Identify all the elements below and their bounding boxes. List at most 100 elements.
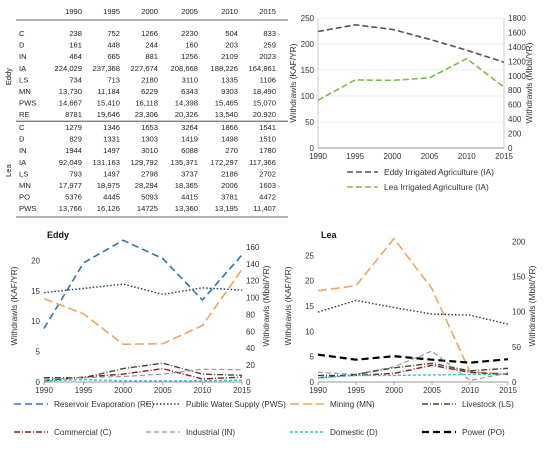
table-cell: 2186 xyxy=(221,169,238,178)
table-cell: 160 xyxy=(185,41,198,50)
y2-axis-label: Withdrawls (Mbbl/YR) xyxy=(524,42,534,123)
table-cell: 172,297 xyxy=(211,158,238,167)
x-tick-label: 2005 xyxy=(154,386,172,395)
y2-tick-label: 1800 xyxy=(508,14,526,23)
table-cell: 4445 xyxy=(103,193,120,202)
table-cell: 15,070 xyxy=(253,99,276,108)
table-cell: 5093 xyxy=(141,193,158,202)
y-tick-label: 15 xyxy=(305,302,314,311)
legend-label: Commercial (C) xyxy=(54,428,112,437)
table-cell: 881 xyxy=(145,52,158,61)
legend-label: Power (PO) xyxy=(462,428,505,437)
x-tick-label: 1995 xyxy=(347,386,365,395)
y-tick-label: 0 xyxy=(36,378,41,387)
table-cell: 5376 xyxy=(65,193,82,202)
table-cell: 13,766 xyxy=(59,204,82,213)
y2-tick-label: 120 xyxy=(246,277,260,286)
table-row-label: IN xyxy=(19,52,27,61)
table-row-label: C xyxy=(19,29,25,38)
chart-title: Eddy xyxy=(47,230,69,240)
table-group-label: Eddy xyxy=(4,68,13,86)
table-cell: 6343 xyxy=(181,87,198,96)
table-cell: 129,792 xyxy=(131,158,158,167)
table-cell: 19,646 xyxy=(97,110,120,119)
table-cell: 131,163 xyxy=(93,158,120,167)
table-header-year: 2010 xyxy=(221,7,238,16)
table-cell: 227,674 xyxy=(131,64,158,73)
x-tick-label: 2005 xyxy=(421,152,439,161)
y2-tick-label: 800 xyxy=(508,86,522,95)
table-cell: 1497 xyxy=(103,146,120,155)
table-cell: 13,540 xyxy=(215,110,238,119)
legend-label: Reservoir Evaporation (RE) xyxy=(54,400,154,409)
y-tick-label: 10 xyxy=(31,317,40,326)
table-group-label: Lea xyxy=(4,163,13,176)
table-cell: 16,118 xyxy=(135,99,158,108)
table-cell: 28,294 xyxy=(135,181,158,190)
table-cell: 18,490 xyxy=(253,87,276,96)
table-cell: 1106 xyxy=(260,75,276,84)
x-tick-label: 2010 xyxy=(194,386,212,395)
y2-tick-label: 160 xyxy=(246,243,260,252)
table-cell: 4472 xyxy=(259,193,276,202)
series-line xyxy=(317,57,505,101)
table-cell: 1497 xyxy=(103,169,120,178)
table-header-year: 1990 xyxy=(65,7,82,16)
withdrawal-table: 1990 1995 2000 2005 2010 2015 C 238 752 1266 2230 5… xyxy=(4,7,288,218)
y-axis-label: Withdrawls (KAF/YR) xyxy=(9,266,19,345)
table-cell: 1419 xyxy=(181,135,198,144)
table-row-label: PWS xyxy=(19,99,36,108)
table-cell: 2109 xyxy=(221,52,238,61)
chart-title: Lea xyxy=(321,230,338,240)
series-line xyxy=(317,373,508,379)
x-tick-label: 2000 xyxy=(384,152,402,161)
y-tick-label: 150 xyxy=(301,66,315,75)
y2-tick-label: 200 xyxy=(508,130,522,139)
series-line xyxy=(317,237,509,375)
series-line xyxy=(317,299,509,325)
y-tick-label: 20 xyxy=(31,256,40,265)
table-cell: 752 xyxy=(107,29,120,38)
table-cell: 14725 xyxy=(137,204,158,213)
legend-label: Lea Irrigated Agriculture (IA) xyxy=(384,182,489,192)
series-line xyxy=(43,378,243,382)
y2-tick-label: 20 xyxy=(246,361,255,370)
table-cell: 665 xyxy=(107,52,120,61)
table-cell: 17,977 xyxy=(59,181,82,190)
x-tick-label: 1995 xyxy=(75,386,93,395)
table-cell: 1346 xyxy=(103,123,120,132)
table-cell: 2702 xyxy=(259,169,276,178)
y-tick-label: 0 xyxy=(310,144,315,153)
table-cell: 208,668 xyxy=(171,64,198,73)
table-cell: 135,371 xyxy=(171,158,198,167)
table-cell: 161 xyxy=(69,41,82,50)
table-cell: 1256 xyxy=(181,52,198,61)
table-cell: 15,410 xyxy=(97,99,120,108)
table-cell: 117,366 xyxy=(249,158,276,167)
table-cell: 6088 xyxy=(181,146,198,155)
table-cell: 1541 xyxy=(259,123,276,132)
y2-tick-label: 80 xyxy=(246,310,255,319)
series-line xyxy=(43,367,243,382)
table-cell: 270 xyxy=(225,146,238,155)
table-cell: 237,368 xyxy=(93,64,120,73)
table-cell: 1498 xyxy=(221,135,238,144)
table-cell: 244 xyxy=(145,41,158,50)
table-cell: 18,365 xyxy=(175,181,198,190)
table-cell: 1653 xyxy=(141,123,158,132)
x-tick-label: 2015 xyxy=(499,386,517,395)
series-line xyxy=(43,368,243,380)
y2-tick-label: 50 xyxy=(512,343,521,352)
table-cell: 1510 xyxy=(259,135,276,144)
table-cell: 3264 xyxy=(181,123,198,132)
table-cell: 23,306 xyxy=(135,110,158,119)
series-line xyxy=(317,23,505,63)
table-row-label: LS xyxy=(19,75,28,84)
table-cell: 13,360 xyxy=(175,204,198,213)
series-line xyxy=(317,350,509,382)
y-tick-label: 100 xyxy=(301,92,315,101)
legend-label: Public Water Supply (PWS) xyxy=(186,400,286,409)
table-cell: 2798 xyxy=(141,169,158,178)
table-cell: 1279 xyxy=(65,123,82,132)
legend-label: Eddy Irrigated Agriculture (IA) xyxy=(384,167,494,177)
